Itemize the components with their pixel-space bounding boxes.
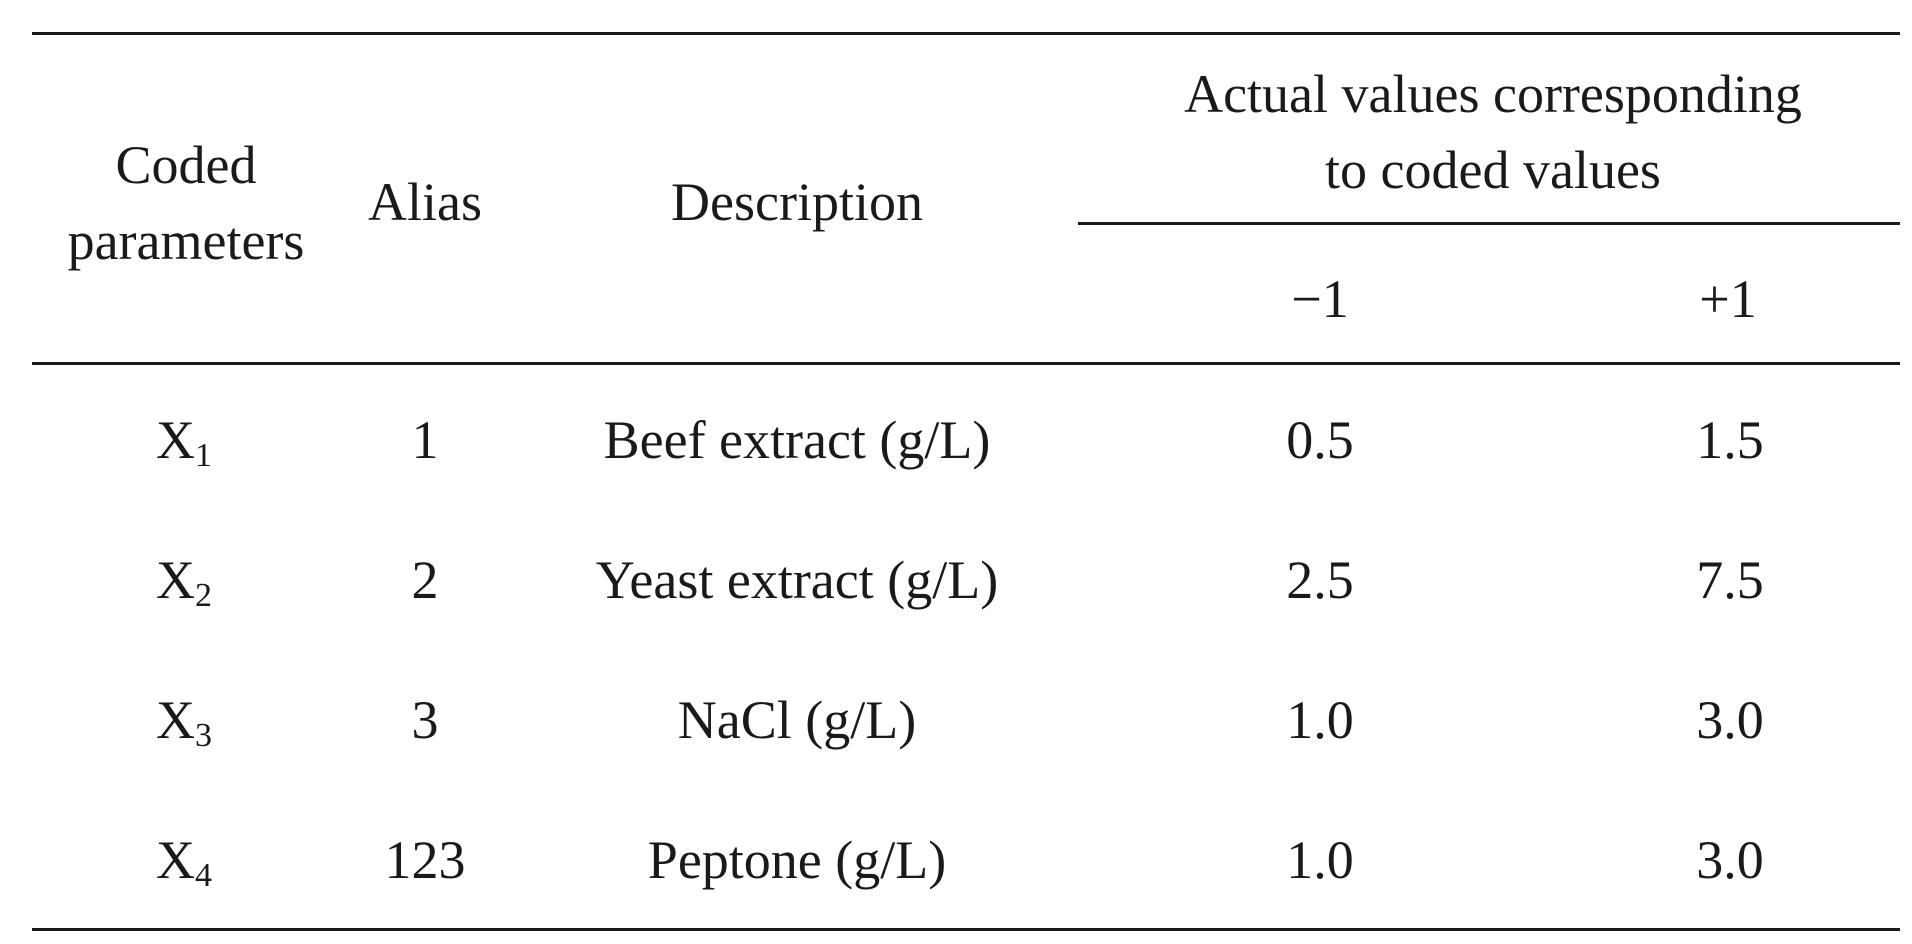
header-coded-parameters-line1: Coded — [115, 135, 257, 195]
param-subscript: 1 — [195, 437, 212, 474]
param-subscript: 2 — [195, 577, 212, 614]
header-alias: Alias — [368, 172, 482, 232]
table-row-4-high: 3.0 — [1696, 830, 1764, 890]
param-subscript: 3 — [195, 717, 212, 754]
param-symbol: X — [156, 410, 195, 470]
table-row-2-description: Yeast extract (g/L) — [595, 550, 999, 610]
table-row-4-low: 1.0 — [1286, 830, 1354, 890]
table-row-4-alias: 123 — [384, 830, 466, 890]
table-row-4-param: X4 — [156, 830, 212, 893]
table-row-1-description: Beef extract (g/L) — [603, 410, 991, 470]
table-row-1-param: X1 — [156, 410, 212, 473]
param-subscript: 4 — [195, 857, 212, 894]
table-row-1-alias: 1 — [411, 410, 439, 470]
table-row-3-param: X3 — [156, 690, 212, 753]
param-symbol: X — [156, 690, 195, 750]
header-minus-one: −1 — [1291, 269, 1349, 329]
table-row-3-description: NaCl (g/L) — [677, 690, 917, 750]
header-coded-parameters-line2: parameters — [67, 211, 305, 271]
param-symbol: X — [156, 830, 195, 890]
table-row-3-alias: 3 — [411, 690, 439, 750]
header-actual-values-line2: to coded values — [1325, 140, 1661, 200]
header-actual-values: Actual values corresponding to coded val… — [1184, 56, 1802, 208]
header-actual-values-line1: Actual values corresponding — [1184, 64, 1802, 124]
table-row-1-high: 1.5 — [1696, 410, 1764, 470]
table-row-3-low: 1.0 — [1286, 690, 1354, 750]
subheader-rule — [1078, 222, 1900, 225]
table-row-2-low: 2.5 — [1286, 550, 1354, 610]
table-row-2-high: 7.5 — [1696, 550, 1764, 610]
table-row-2-param: X2 — [156, 550, 212, 613]
top-rule — [32, 32, 1900, 35]
table-row-4-description: Peptone (g/L) — [647, 830, 947, 890]
table-row-1-low: 0.5 — [1286, 410, 1354, 470]
bottom-rule — [32, 928, 1900, 931]
table-row-3-high: 3.0 — [1696, 690, 1764, 750]
table-row-2-alias: 2 — [411, 550, 439, 610]
header-plus-one: +1 — [1699, 269, 1757, 329]
param-symbol: X — [156, 550, 195, 610]
header-rule — [32, 362, 1900, 365]
header-coded-parameters: Coded parameters — [68, 127, 305, 279]
header-description: Description — [671, 172, 923, 232]
